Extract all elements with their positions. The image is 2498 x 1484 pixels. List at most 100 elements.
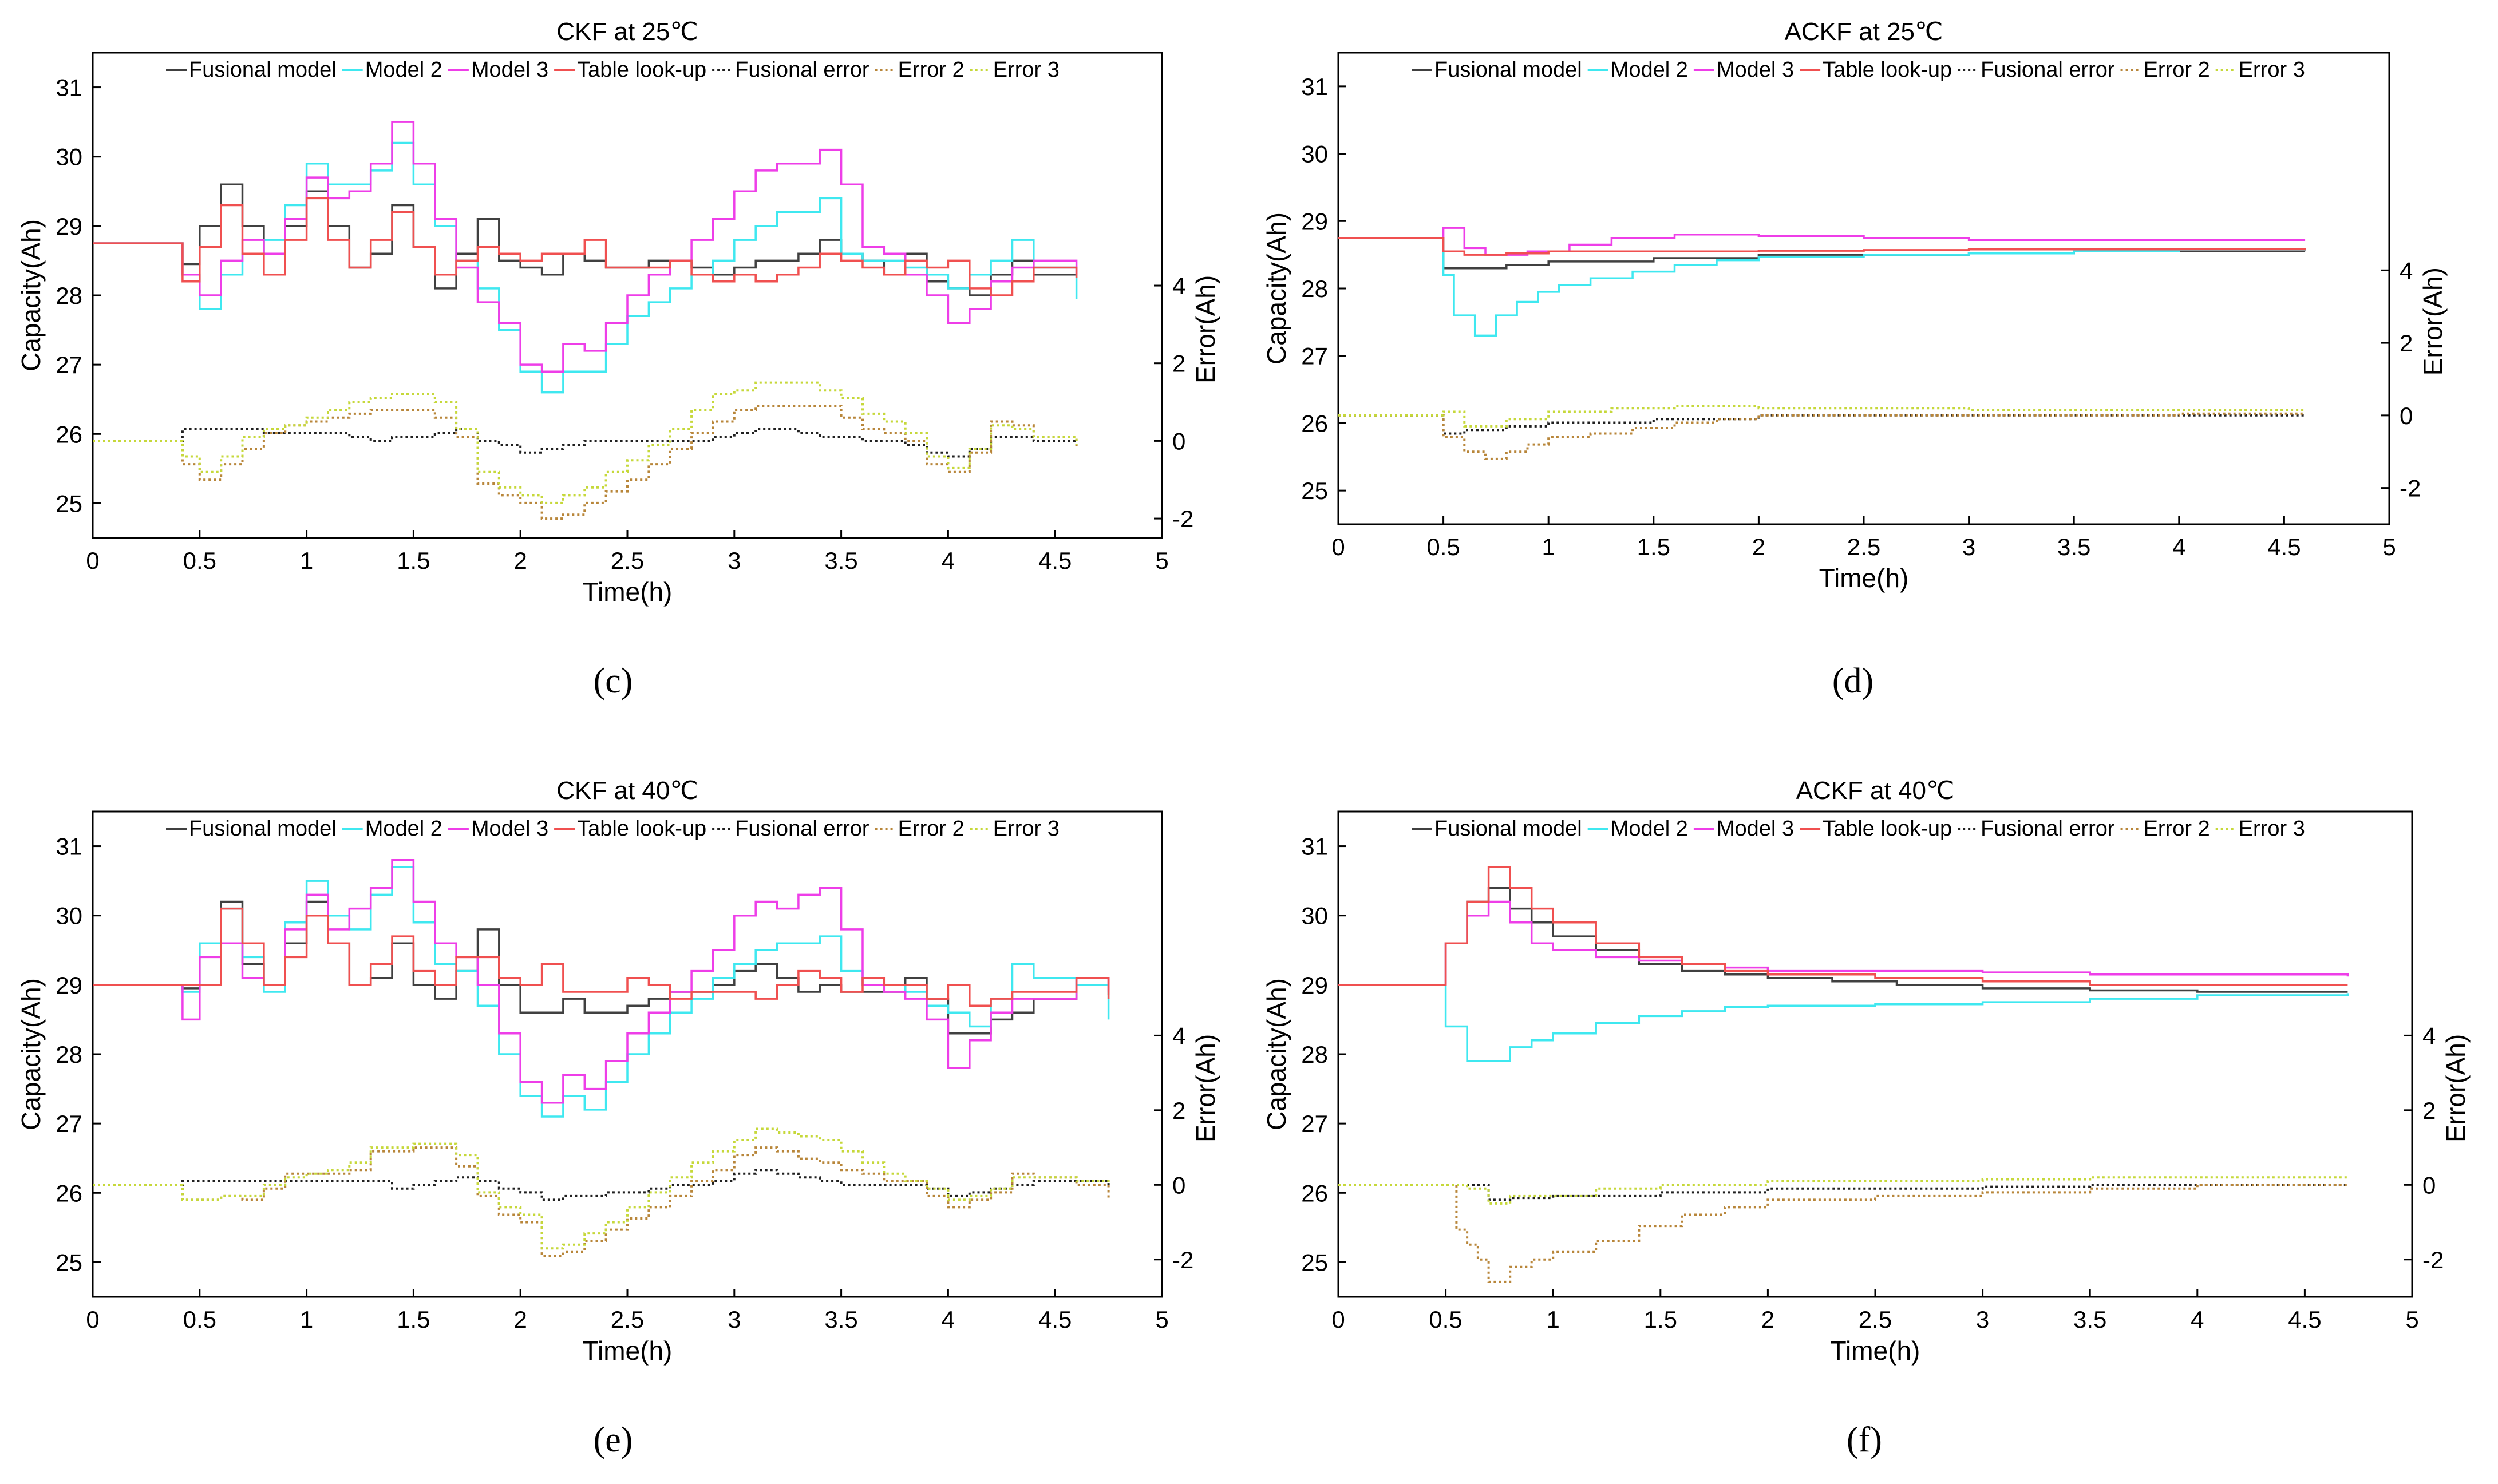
series-line-fusional-model [93, 900, 1110, 1035]
series-line-table-look-up [1338, 236, 2306, 256]
x-tick-label: 2 [514, 1306, 527, 1333]
y-left-tick-label: 26 [1301, 410, 1328, 437]
x-tick-label: 4 [942, 547, 955, 574]
series-line-model-3 [1338, 900, 2349, 986]
x-tick-label: 0 [86, 1306, 99, 1333]
legend-label: Error 2 [898, 817, 965, 841]
series-line-fusional-error [1338, 414, 2306, 435]
y-right-tick-label: 2 [2422, 1097, 2436, 1124]
legend-label: Error 2 [898, 58, 965, 82]
y-left-tick-label: 30 [1301, 903, 1328, 929]
y-left-tick-label: 27 [56, 351, 82, 378]
x-tick-label: 2.5 [611, 547, 644, 574]
x-tick-label: 3.5 [2073, 1306, 2106, 1333]
y-left-tick-label: 31 [56, 833, 82, 860]
x-tick-label: 0 [86, 547, 99, 574]
panel-sublabel: (d) [1832, 662, 1874, 701]
y-right-axis-label: Error(Ah) [1191, 275, 1220, 383]
chart-title: ACKF at 40℃ [1796, 777, 1955, 805]
x-tick-label: 4.5 [1038, 1306, 1072, 1333]
series-line-fusional-model [1338, 887, 2348, 993]
legend-label: Model 2 [365, 58, 442, 82]
legend-label: Fusional model [1434, 817, 1582, 841]
legend-label: Model 2 [365, 817, 442, 841]
y-left-tick-label: 31 [1301, 73, 1328, 100]
x-tick-label: 1 [300, 1306, 313, 1333]
y-right-tick-label: -2 [1172, 1246, 1193, 1273]
legend-label: Table look-up [1823, 58, 1952, 82]
legend-label: Error 3 [2239, 58, 2305, 82]
y-right-tick-label: 2 [1172, 350, 1185, 377]
legend-label: Table look-up [577, 817, 706, 841]
legend-label: Error 3 [2239, 817, 2305, 841]
y-right-tick-label: -2 [2400, 475, 2421, 502]
y-right-tick-label: -2 [1172, 505, 1193, 532]
legend-label: Model 2 [1611, 817, 1688, 841]
x-tick-label: 4 [2172, 533, 2185, 560]
legend-label: Model 2 [1611, 58, 1688, 82]
x-tick-label: 2 [1752, 533, 1765, 560]
series-line-error-2 [1338, 412, 2306, 460]
panel-d: ACKF at 25℃ 0 0.5 1 1.5 2 2.5 3 3.5 4 4.5 5 25 26 27 28… [1262, 18, 2448, 701]
y-left-tick-label: 31 [56, 74, 82, 101]
y-left-tick-label: 27 [1301, 343, 1328, 370]
legend-label: Table look-up [577, 58, 706, 82]
y-right-axis-label: Error(Ah) [1191, 1034, 1220, 1142]
legend-label: Model 3 [1717, 817, 1794, 841]
y-left-axis-label: Capacity(Ah) [1262, 212, 1291, 365]
legend-label: Error 2 [2144, 58, 2210, 82]
y-left-tick-label: 28 [56, 1041, 82, 1068]
x-tick-label: 4 [2191, 1306, 2204, 1333]
x-tick-label: 3 [728, 1306, 741, 1333]
series-line-fusional-error [93, 428, 1077, 458]
x-axis-label: Time(h) [1819, 563, 1909, 593]
y-left-tick-label: 25 [56, 490, 82, 517]
series-line-error-3 [1338, 405, 2306, 428]
x-tick-label: 1.5 [1637, 533, 1670, 560]
panel-sublabel: (c) [594, 662, 633, 701]
x-tick-label: 4.5 [1038, 547, 1072, 574]
x-tick-label: 2.5 [611, 1306, 644, 1333]
y-left-tick-label: 26 [56, 1180, 82, 1206]
y-left-tick-label: 30 [56, 903, 82, 929]
y-left-tick-label: 30 [56, 144, 82, 171]
x-tick-label: 3 [728, 547, 741, 574]
chart-title: CKF at 25℃ [556, 18, 698, 46]
y-left-tick-label: 29 [1301, 208, 1328, 235]
series-line-fusional-model [1338, 236, 2306, 270]
legend-label: Error 3 [993, 58, 1060, 82]
x-tick-label: 3 [1976, 1306, 1989, 1333]
x-tick-label: 3.5 [2057, 533, 2090, 560]
x-tick-label: 2.5 [1859, 1306, 1892, 1333]
series-line-error-3 [1338, 1176, 2348, 1205]
y-right-tick-label: 0 [1172, 1172, 1185, 1198]
x-tick-label: 4.5 [2288, 1306, 2321, 1333]
x-tick-label: 4.5 [2267, 533, 2301, 560]
x-tick-label: 1 [1542, 533, 1555, 560]
y-left-axis-label: Capacity(Ah) [16, 219, 46, 371]
x-tick-label: 0.5 [1426, 533, 1460, 560]
y-left-tick-label: 26 [1301, 1180, 1328, 1206]
legend-label: Error 2 [2144, 817, 2210, 841]
x-tick-label: 5 [1155, 547, 1168, 574]
series-line-error-2 [93, 405, 1078, 520]
y-left-tick-label: 25 [1301, 477, 1328, 504]
panel-c: CKF at 25℃ 0 0.5 1 1.5 2 2.5 3 3.5 4 4.5 5 25 26 27 28 2… [16, 18, 1220, 701]
legend-label: Model 3 [1717, 58, 1794, 82]
series-line-model-2 [1338, 984, 2349, 1062]
series-line-error-3 [93, 1127, 1110, 1250]
x-tick-label: 2 [1761, 1306, 1774, 1333]
y-left-tick-label: 29 [56, 213, 82, 240]
y-left-tick-label: 29 [1301, 972, 1328, 999]
x-tick-label: 0.5 [183, 547, 216, 574]
x-tick-label: 5 [1155, 1306, 1168, 1333]
x-tick-label: 1 [1547, 1306, 1560, 1333]
y-left-tick-label: 28 [56, 282, 82, 309]
series-line-table-look-up [93, 197, 1078, 296]
y-left-tick-label: 27 [1301, 1110, 1328, 1137]
series-line-error-2 [93, 1146, 1110, 1257]
x-tick-label: 3 [1962, 533, 1975, 560]
y-left-axis-label: Capacity(Ah) [1262, 978, 1291, 1130]
y-right-axis-label: Error(Ah) [2441, 1034, 2471, 1142]
